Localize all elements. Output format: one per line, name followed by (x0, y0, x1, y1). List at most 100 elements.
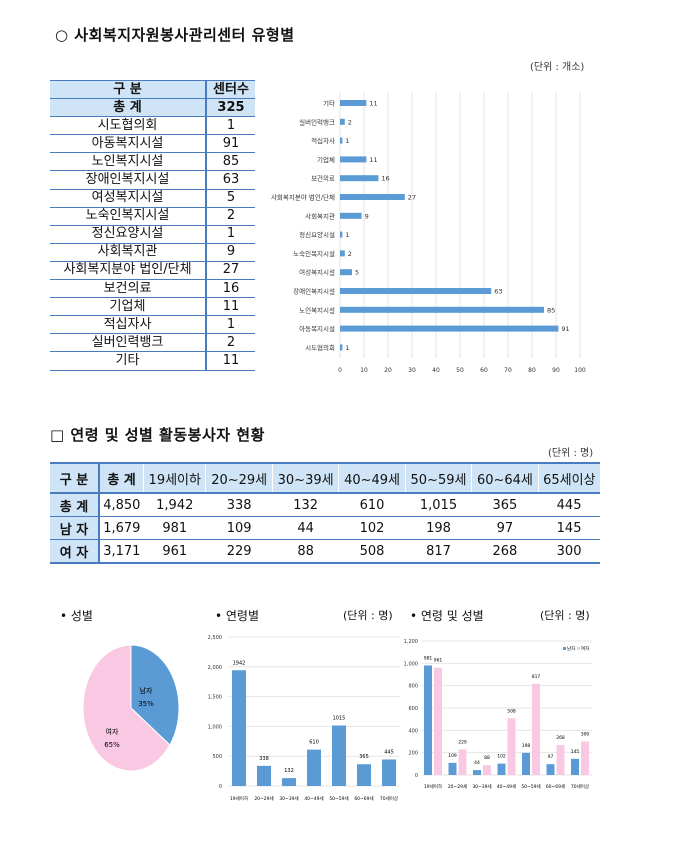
bar (340, 269, 352, 276)
x-tick-label: 30 (408, 367, 416, 374)
bar-female (483, 765, 491, 775)
table-row: 남 자 1,679 981 109 44 102 198 97 145 (50, 516, 600, 540)
legend-label: 여자 (581, 645, 590, 652)
legend-swatch (563, 647, 566, 650)
row-label: 시도협의회 (50, 116, 206, 135)
row-value: 4,850 (99, 492, 144, 517)
bar-value-label: 338 (259, 756, 269, 762)
row-label: 사회복지분야 법인/단체 (50, 260, 206, 280)
bar (340, 231, 343, 238)
bar-value-label: 300 (581, 732, 590, 738)
table-row: 여 자 3,171 961 229 88 508 817 268 300 (50, 539, 600, 564)
row-value: 11 (205, 351, 255, 371)
y-tick-label: 500 (212, 754, 222, 760)
row-value: 229 (205, 539, 273, 564)
row-value: 5 (205, 188, 255, 208)
row-value: 85 (205, 152, 255, 171)
gender-chart-title: • 성별 (60, 609, 93, 623)
bar-value-label: 610 (309, 740, 319, 746)
row-value: 445 (538, 492, 600, 517)
bar (357, 764, 371, 786)
row-value: 1,679 (99, 516, 144, 540)
row-value: 97 (471, 516, 539, 540)
table-row: 아동복지시설 91 (50, 134, 255, 153)
bar-value-label: 198 (522, 743, 531, 749)
row-value: 508 (338, 539, 406, 564)
category-label: 장애인복지시설 (293, 287, 335, 296)
bar (232, 670, 246, 786)
x-tick-label: 80 (528, 367, 536, 374)
table-row: 총 계 325 (50, 98, 255, 117)
row-value: 981 (143, 516, 206, 540)
category-label: 사회복지분야 법인/단체 (271, 193, 335, 202)
bar-value-label: 5 (355, 269, 359, 277)
y-tick-label: 1,200 (404, 639, 418, 645)
category-label: 시도협의회 (305, 343, 335, 352)
row-label: 남 자 (50, 516, 100, 540)
category-label: 아동복지시설 (299, 324, 335, 333)
row-label: 정신요양시설 (50, 224, 206, 244)
row-value: 1,942 (143, 492, 206, 517)
header-cell: 60~64세 (471, 462, 539, 494)
category-label: 기업체 (317, 155, 335, 164)
row-value: 132 (272, 492, 339, 517)
x-tick-label: 40 (432, 367, 440, 374)
x-tick-label: 30~39세 (472, 783, 491, 790)
bar-male (497, 763, 506, 775)
row-value: 9 (205, 242, 255, 262)
header-cell: 센터수 (205, 79, 255, 99)
center-type-table: 구 분 센터수 총 계 325 시도협의회 1 아동복지시설 91 노인복지시설 85 장애인복지시… (50, 79, 255, 371)
row-value: 3,171 (99, 539, 144, 564)
x-tick-label: 20~29세 (254, 795, 273, 802)
bar-value-label: 16 (381, 175, 389, 183)
table-row: 실버인력뱅크 2 (50, 333, 255, 352)
table-row: 정신요양시설 1 (50, 224, 255, 244)
bar (340, 175, 379, 182)
age-chart-title: • 연령별 (215, 609, 260, 623)
row-label: 노인복지시설 (50, 152, 206, 171)
x-tick-label: 20 (384, 367, 392, 374)
row-value: 63 (205, 170, 255, 190)
bar-value-label: 109 (448, 753, 457, 759)
row-label: 여성복지시설 (50, 188, 206, 208)
table-row: 기타 11 (50, 351, 255, 371)
row-value: 817 (405, 539, 472, 564)
bar-female (434, 667, 442, 775)
x-tick-label: 40~49세 (497, 783, 516, 790)
table-row: 장애인복지시설 63 (50, 170, 255, 190)
table-row: 보건의료 16 (50, 279, 255, 298)
row-value: 365 (471, 492, 539, 517)
row-label: 사회복지관 (50, 242, 206, 262)
bar-value-label: 2 (348, 250, 352, 258)
y-tick-label: 1,500 (208, 695, 222, 701)
bar-value-label: 1942 (233, 660, 246, 666)
row-value: 325 (205, 98, 255, 117)
table-row: 노인복지시설 85 (50, 152, 255, 171)
bar-value-label: 981 (424, 655, 433, 661)
bar-value-label: 85 (547, 306, 555, 314)
category-label: 사회복지관 (305, 211, 335, 220)
x-tick-label: 50~59세 (521, 783, 540, 790)
bar-value-label: 97 (548, 754, 554, 760)
table-row: 총 계 4,850 1,942 338 132 610 1,015 365 445 (50, 492, 600, 517)
bar-value-label: 817 (532, 674, 541, 680)
section1-title: ○ 사회복지자원봉사관리센터 유형별 (55, 26, 295, 44)
table-row: 기업체 11 (50, 297, 255, 316)
y-tick-label: 200 (408, 751, 418, 757)
header-cell: 50~59세 (404, 462, 472, 494)
category-label: 여성복지시설 (299, 268, 335, 277)
header-cell: 40~49세 (338, 462, 406, 494)
row-value: 27 (205, 260, 255, 280)
row-label: 총 계 (50, 98, 206, 117)
y-tick-label: 400 (408, 728, 418, 734)
bar-value-label: 11 (369, 156, 377, 164)
table-row: 여성복지시설 5 (50, 188, 255, 208)
bar-male (424, 665, 432, 775)
bar-value-label: 63 (494, 288, 502, 296)
bar-male (546, 764, 555, 775)
pie-slice (82, 644, 171, 772)
x-tick-label: 90 (552, 367, 560, 374)
x-tick-label: 60~69세 (354, 795, 373, 802)
